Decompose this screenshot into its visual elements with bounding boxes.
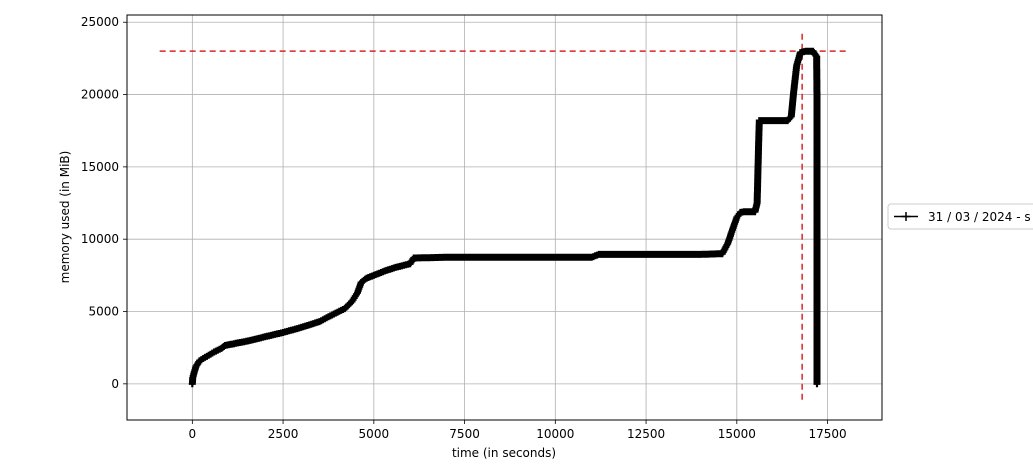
series-group (188, 47, 821, 388)
plot-frame (126, 14, 883, 421)
y-tick-label: 20000 (81, 88, 119, 102)
reference-lines (159, 33, 850, 400)
series-markers (188, 47, 821, 388)
x-tick-label: 0 (189, 427, 197, 441)
x-tick-label: 10000 (536, 427, 574, 441)
x-tick-label: 7500 (449, 427, 480, 441)
legend-marker-plus-icon (901, 212, 911, 221)
grid-lines (127, 15, 882, 420)
y-axis-label: memory used (in MiB) (58, 151, 72, 284)
y-tick-label: 25000 (81, 15, 119, 29)
x-tick-label: 12500 (627, 427, 665, 441)
x-axis-ticks: 0 2500 5000 7500 10000 12500 15000 17500 (189, 420, 847, 441)
x-axis-label: time (in seconds) (452, 446, 556, 460)
x-tick-label: 17500 (808, 427, 846, 441)
x-tick-label: 15000 (718, 427, 756, 441)
y-tick-label: 0 (111, 377, 119, 391)
legend-label: 31 / 03 / 2024 - s (928, 210, 1031, 224)
legend: 31 / 03 / 2024 - s (887, 203, 1033, 230)
y-axis-ticks: 0 5000 10000 15000 20000 25000 (81, 15, 127, 391)
x-tick-label: 2500 (268, 427, 299, 441)
y-tick-label: 15000 (81, 160, 119, 174)
y-tick-label: 5000 (88, 305, 119, 319)
x-tick-label: 5000 (359, 427, 390, 441)
legend-box (887, 203, 1033, 230)
y-tick-label: 10000 (81, 232, 119, 246)
